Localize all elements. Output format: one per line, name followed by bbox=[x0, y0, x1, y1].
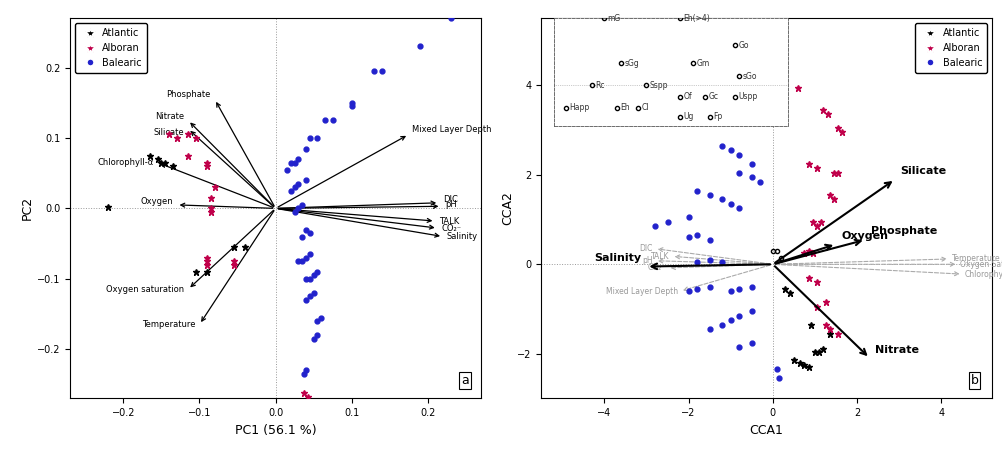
Text: Oxygen Saturation: Oxygen Saturation bbox=[960, 260, 1002, 269]
Text: CO₂⁻: CO₂⁻ bbox=[442, 224, 462, 233]
Text: Salinity: Salinity bbox=[594, 253, 641, 263]
Text: CO₂⁻: CO₂⁻ bbox=[647, 263, 665, 273]
X-axis label: CCA1: CCA1 bbox=[749, 424, 784, 437]
Text: TALK: TALK bbox=[439, 217, 459, 225]
Text: DIC: DIC bbox=[443, 195, 458, 204]
X-axis label: PC1 (56.1 %): PC1 (56.1 %) bbox=[234, 424, 317, 437]
Text: Mixed Layer Depth: Mixed Layer Depth bbox=[413, 125, 492, 134]
Text: Chlorophyll-α: Chlorophyll-α bbox=[965, 270, 1002, 278]
Text: Oxygen saturation: Oxygen saturation bbox=[106, 285, 184, 294]
Text: Temperature: Temperature bbox=[142, 320, 195, 329]
Text: Phosphate: Phosphate bbox=[166, 90, 210, 99]
Y-axis label: PC2: PC2 bbox=[21, 196, 34, 220]
Text: Silicate: Silicate bbox=[153, 128, 184, 137]
Text: Salinity: Salinity bbox=[447, 232, 478, 241]
Text: Phosphate: Phosphate bbox=[871, 226, 937, 236]
Text: Oxygen: Oxygen bbox=[140, 197, 173, 206]
Text: Silicate: Silicate bbox=[900, 166, 946, 176]
Text: Oxygen: Oxygen bbox=[841, 230, 888, 240]
Text: DIC: DIC bbox=[639, 244, 652, 253]
Text: Nitrate: Nitrate bbox=[875, 344, 919, 354]
Text: TALK: TALK bbox=[651, 252, 669, 261]
Legend: Atlantic, Alboran, Balearic: Atlantic, Alboran, Balearic bbox=[75, 23, 146, 73]
Text: a: a bbox=[461, 374, 469, 387]
Text: Temperature: Temperature bbox=[952, 255, 1001, 263]
Text: pH: pH bbox=[642, 256, 652, 265]
Text: pH: pH bbox=[445, 200, 457, 209]
Text: b: b bbox=[971, 374, 978, 387]
Text: Chlorophyll-α: Chlorophyll-α bbox=[97, 158, 154, 167]
Y-axis label: CCA2: CCA2 bbox=[501, 191, 514, 225]
Text: Nitrate: Nitrate bbox=[155, 112, 184, 120]
Text: Mixed Layer Depth: Mixed Layer Depth bbox=[606, 287, 678, 295]
Legend: Atlantic, Alboran, Balearic: Atlantic, Alboran, Balearic bbox=[916, 23, 987, 73]
